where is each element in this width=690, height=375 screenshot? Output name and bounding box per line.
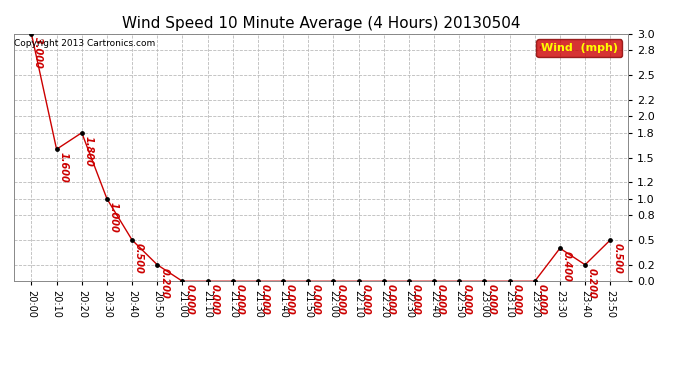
Text: 0.000: 0.000 xyxy=(361,284,371,315)
Point xyxy=(253,278,264,284)
Point xyxy=(479,278,490,284)
Title: Wind Speed 10 Minute Average (4 Hours) 20130504: Wind Speed 10 Minute Average (4 Hours) 2… xyxy=(121,16,520,31)
Text: 1.000: 1.000 xyxy=(109,201,119,232)
Text: 0.000: 0.000 xyxy=(235,284,245,315)
Point xyxy=(404,278,415,284)
Text: 0.000: 0.000 xyxy=(436,284,446,315)
Point xyxy=(26,31,37,37)
Point xyxy=(504,278,515,284)
Text: 0.000: 0.000 xyxy=(260,284,270,315)
Point xyxy=(328,278,339,284)
Text: 0.000: 0.000 xyxy=(184,284,195,315)
Point xyxy=(353,278,364,284)
Point xyxy=(101,196,112,202)
Text: 1.600: 1.600 xyxy=(59,152,68,183)
Point xyxy=(303,278,314,284)
Point xyxy=(580,262,591,268)
Text: 0.000: 0.000 xyxy=(537,284,546,315)
Point xyxy=(227,278,238,284)
Text: 0.000: 0.000 xyxy=(486,284,496,315)
Point xyxy=(152,262,163,268)
Point xyxy=(202,278,213,284)
Text: 3.000: 3.000 xyxy=(33,36,43,67)
Text: 0.000: 0.000 xyxy=(335,284,346,315)
Text: 1.800: 1.800 xyxy=(83,135,94,166)
Point xyxy=(76,130,87,136)
Point xyxy=(277,278,288,284)
Point xyxy=(454,278,465,284)
Point xyxy=(126,237,137,243)
Text: 0.000: 0.000 xyxy=(461,284,471,315)
Text: 0.500: 0.500 xyxy=(134,243,144,273)
Text: 0.000: 0.000 xyxy=(310,284,320,315)
Text: 0.000: 0.000 xyxy=(210,284,219,315)
Legend: Wind  (mph): Wind (mph) xyxy=(536,39,622,57)
Point xyxy=(529,278,540,284)
Text: 0.000: 0.000 xyxy=(285,284,295,315)
Text: 0.000: 0.000 xyxy=(511,284,522,315)
Text: 0.000: 0.000 xyxy=(411,284,421,315)
Text: Copyright 2013 Cartronics.com: Copyright 2013 Cartronics.com xyxy=(14,39,156,48)
Point xyxy=(604,237,615,243)
Point xyxy=(378,278,389,284)
Point xyxy=(177,278,188,284)
Text: 0.200: 0.200 xyxy=(587,267,597,298)
Text: 0.400: 0.400 xyxy=(562,251,572,282)
Point xyxy=(428,278,440,284)
Text: 0.000: 0.000 xyxy=(386,284,395,315)
Text: 0.500: 0.500 xyxy=(612,243,622,273)
Point xyxy=(555,245,566,251)
Point xyxy=(51,146,62,152)
Text: 0.200: 0.200 xyxy=(159,267,169,298)
